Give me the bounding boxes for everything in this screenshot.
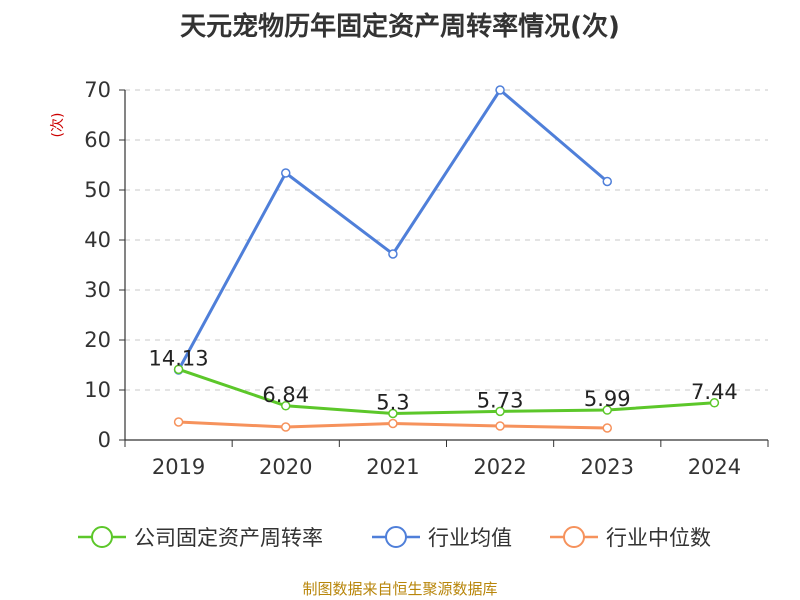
data-labels: 14.13 6.84 5.3 5.73 5.99 7.44 [149, 346, 738, 414]
chart-title: 天元宠物历年固定资产周转率情况(次) [180, 12, 620, 42]
data-label: 7.44 [691, 380, 738, 404]
y-tick-label: 20 [84, 328, 111, 352]
x-tick-label: 2024 [688, 455, 741, 479]
data-label: 6.84 [262, 383, 309, 407]
data-point[interactable] [602, 405, 612, 415]
y-tick-label: 60 [84, 128, 111, 152]
legend-marker [385, 526, 407, 548]
y-tick-label: 0 [98, 428, 111, 452]
data-label: 5.99 [584, 387, 631, 411]
y-tick-label: 10 [84, 378, 111, 402]
y-tick-label: 30 [84, 278, 111, 302]
y-tick-label: 40 [84, 228, 111, 252]
legend-item[interactable]: 公司固定资产周转率 [78, 526, 323, 550]
data-point[interactable] [281, 422, 291, 432]
y-tick-label: 70 [84, 78, 111, 102]
series-line [178, 367, 715, 415]
gridlines [125, 89, 768, 391]
x-tick-label: 2021 [366, 455, 419, 479]
legend-label: 行业中位数 [606, 526, 711, 550]
data-point[interactable] [709, 398, 720, 408]
x-tick-label: 2019 [152, 455, 205, 479]
axes: 0 10 20 30 40 50 60 70 2019 2020 2021 2022 2023 2024 (… [50, 78, 769, 479]
series-industry-mean [173, 85, 612, 375]
data-label: 14.13 [149, 346, 209, 370]
y-tick-label: 50 [84, 178, 111, 202]
data-point[interactable] [388, 408, 398, 419]
series-industry-median [173, 417, 612, 433]
data-point[interactable] [281, 168, 291, 178]
data-label: 5.3 [376, 391, 409, 415]
y-axis-label: (次) [50, 113, 66, 138]
data-point[interactable] [495, 421, 505, 431]
series-layer [173, 85, 720, 433]
legend-marker [563, 526, 585, 548]
series-line [177, 88, 609, 371]
data-point[interactable] [602, 423, 612, 433]
legend-item[interactable]: 行业均值 [372, 526, 512, 550]
data-point[interactable] [388, 249, 398, 259]
legend-item[interactable]: 行业中位数 [550, 526, 711, 550]
source-note: 制图数据来自恒生聚源数据库 [302, 580, 498, 598]
data-label: 5.73 [477, 388, 524, 412]
data-point[interactable] [495, 85, 505, 95]
data-point[interactable] [602, 176, 612, 187]
legend-marker [91, 526, 113, 548]
data-point[interactable] [388, 418, 398, 429]
legend-label: 行业均值 [428, 526, 512, 550]
legend-label: 公司固定资产周转率 [134, 526, 323, 550]
x-tick-label: 2023 [581, 455, 634, 479]
x-tick-label: 2020 [259, 455, 312, 479]
data-point[interactable] [173, 417, 184, 427]
series-company [173, 364, 720, 419]
legend[interactable]: 公司固定资产周转率 行业均值 行业中位数 [78, 526, 711, 550]
x-tick-label: 2022 [473, 455, 526, 479]
data-point[interactable] [495, 406, 505, 417]
data-point[interactable] [173, 364, 184, 375]
data-point[interactable] [281, 401, 291, 411]
